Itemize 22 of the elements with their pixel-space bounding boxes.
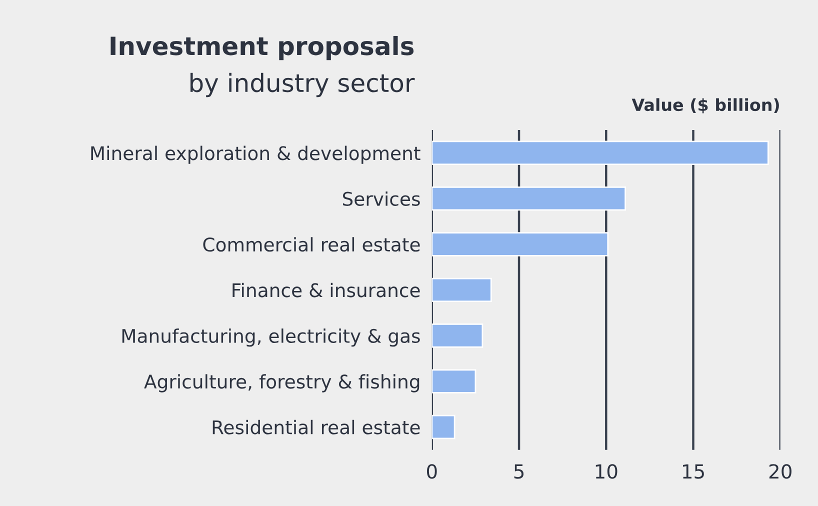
x-tick-label: 5 — [514, 464, 524, 479]
y-tick-label: Manufacturing, electricity & gas — [122, 328, 420, 347]
bar — [432, 278, 492, 302]
y-tick-label: Agriculture, forestry & fishing — [144, 374, 420, 392]
bar — [432, 324, 484, 348]
chart-subtitle: by industry sector — [190, 72, 415, 98]
y-tick-label: Commercial real estate — [203, 237, 420, 252]
x-tick-label: 20 — [769, 464, 792, 479]
y-tick-label: Mineral exploration & development — [91, 146, 420, 164]
x-tick-label: 0 — [427, 464, 437, 479]
x-tick-label: 15 — [683, 464, 704, 479]
bar — [432, 140, 769, 165]
y-tick-label: Finance & insurance — [232, 282, 420, 298]
y-tick-label: Services — [342, 191, 420, 206]
bar — [432, 414, 456, 440]
y-tick-label: Residential real estate — [212, 420, 420, 434]
bar — [432, 186, 626, 211]
bar — [432, 369, 476, 394]
x-tick-label: 10 — [596, 464, 618, 479]
x-axis-title: Value ($ billion) — [632, 98, 779, 114]
bar — [432, 232, 609, 256]
chart-title: Investment proposals — [110, 36, 414, 60]
